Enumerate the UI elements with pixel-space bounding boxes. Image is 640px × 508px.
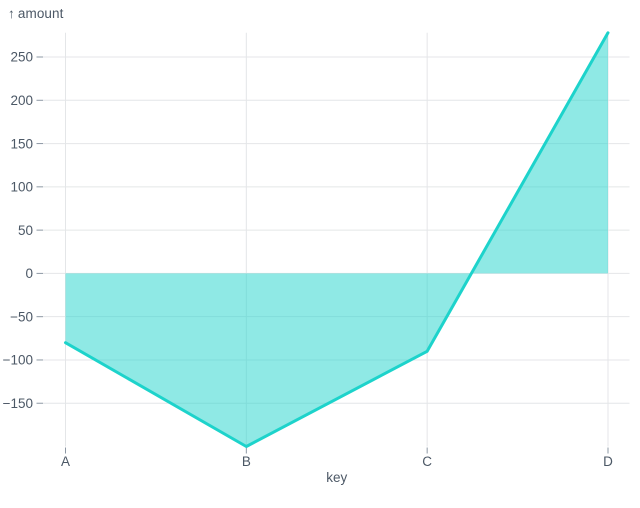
area-fill (65, 32, 608, 447)
y-tick-label: −50 (10, 309, 33, 324)
y-tick-label: 150 (10, 136, 33, 151)
x-tick-label: D (603, 454, 613, 469)
x-tick-labels: A B C D (61, 454, 613, 469)
x-axis-title: key (326, 470, 347, 485)
y-tick-label: 0 (25, 266, 33, 281)
y-axis-title-label: amount (17, 6, 64, 21)
x-tick-label: C (422, 454, 432, 469)
y-tick-label: 200 (10, 93, 33, 108)
y-tick-label: 50 (18, 223, 33, 238)
y-tick-label: −100 (3, 353, 33, 368)
y-tick-labels: 250 200 150 100 50 0 −50 −100 −150 (3, 50, 33, 411)
x-tick-label: A (61, 454, 70, 469)
y-tick-label: 250 (10, 50, 33, 65)
y-tick-label: −150 (3, 396, 33, 411)
up-arrow-icon: ↑ (8, 6, 15, 21)
y-axis-title: ↑ amount (8, 6, 64, 21)
chart-marks (64, 31, 610, 449)
y-tick-label: 100 (10, 180, 33, 195)
x-tick-label: B (242, 454, 251, 469)
trend-line (64, 31, 610, 449)
